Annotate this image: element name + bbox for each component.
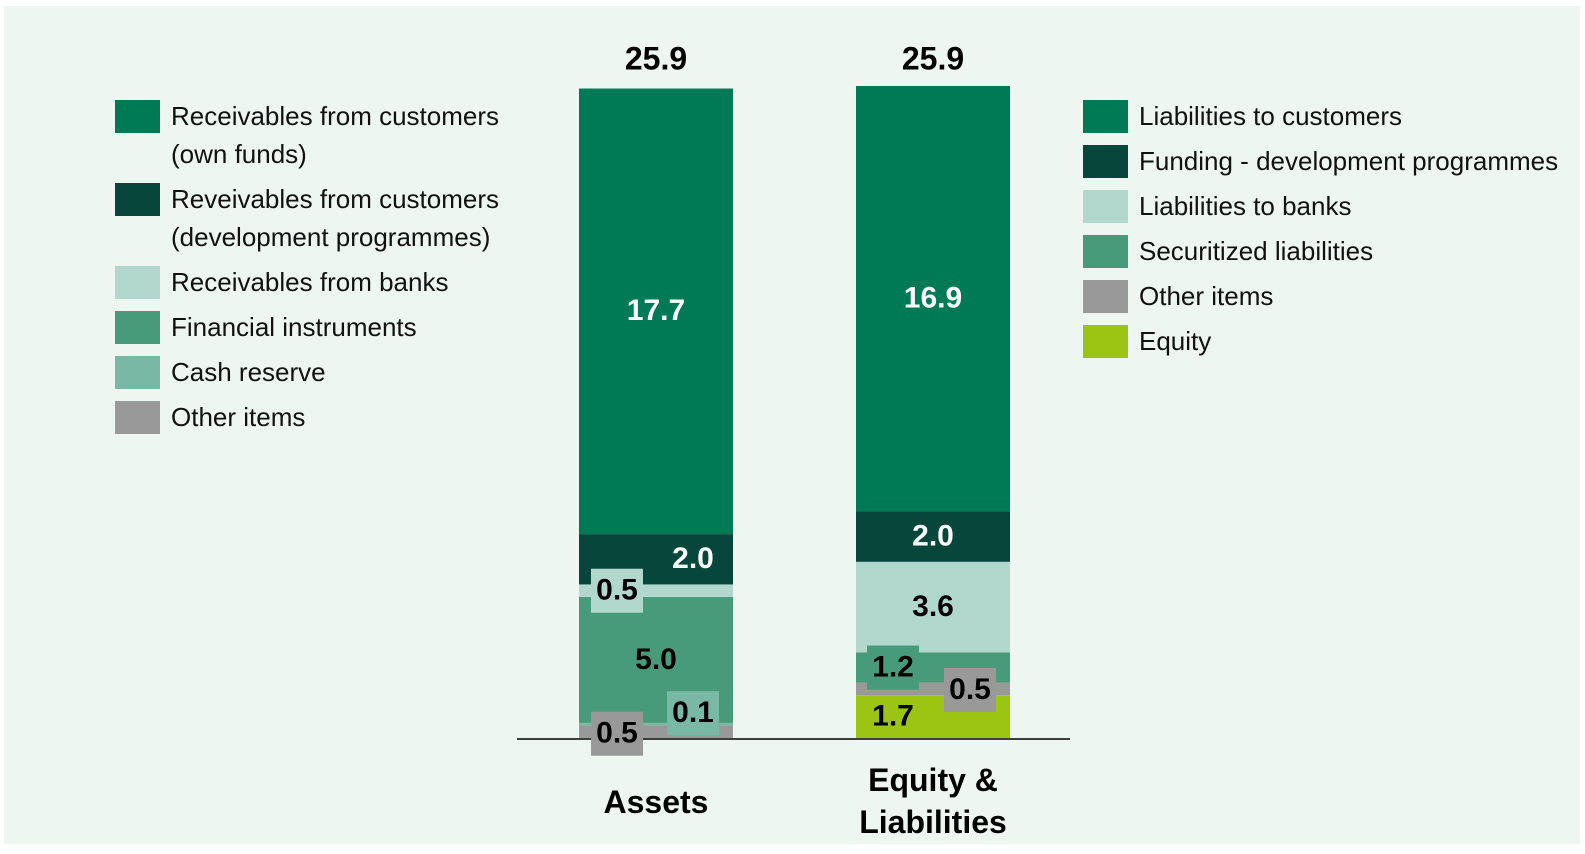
total-label: 25.9 xyxy=(902,40,964,76)
legend-swatch xyxy=(115,356,160,389)
legend-item: Liabilities to customers xyxy=(1083,100,1558,135)
legend-swatch xyxy=(115,311,160,344)
value-label: 0.5 xyxy=(596,574,638,607)
legend-item: Other items xyxy=(115,401,516,436)
legend-label: Equity xyxy=(1139,326,1212,356)
legend-swatch xyxy=(1083,190,1128,223)
legend-item: Funding - development programmes xyxy=(1083,145,1558,180)
legend-swatch xyxy=(1083,280,1128,313)
legend-label: Cash reserve xyxy=(171,357,326,387)
legend-swatch xyxy=(115,183,160,216)
legend-swatch xyxy=(1083,145,1128,178)
legend-item: Reveivables from customers (development … xyxy=(115,183,516,256)
legend-swatch xyxy=(1083,325,1128,358)
bar-segment xyxy=(856,511,1010,562)
legend-label: Liabilities to customers xyxy=(1139,101,1402,131)
label-box xyxy=(591,568,643,613)
legend-item: Liabilities to banks xyxy=(1083,190,1558,225)
category-label: Assets xyxy=(603,784,709,820)
legend-item: Receivables from customers (own funds) xyxy=(115,100,516,173)
legend-label: Other items xyxy=(171,402,306,432)
value-label: 0.1 xyxy=(672,696,714,729)
label-box xyxy=(944,667,996,712)
value-label: 1.7 xyxy=(872,700,914,733)
value-label: 0.5 xyxy=(596,717,638,750)
value-label: 16.9 xyxy=(904,282,962,315)
category-label: Equity & Liabilities xyxy=(859,762,1007,840)
bar-segment xyxy=(856,561,1010,653)
legend-label: Funding - development programmes xyxy=(1139,146,1559,176)
legend-item: Financial instruments xyxy=(115,311,516,346)
value-label: 2.0 xyxy=(672,542,714,575)
legend-label: Securitized liabilities xyxy=(1139,236,1374,266)
legend-label: Other items xyxy=(1139,281,1274,311)
label-box xyxy=(591,711,643,756)
value-label: 2.0 xyxy=(912,520,954,553)
legend-label: Reveivables from customers (development … xyxy=(171,184,499,252)
bar-segment xyxy=(579,88,733,535)
background xyxy=(4,6,1580,844)
value-label: 5.0 xyxy=(635,643,677,676)
total-label: 25.9 xyxy=(625,40,687,76)
value-label: 17.7 xyxy=(627,294,685,327)
legend-swatch xyxy=(115,100,160,133)
bar-segment xyxy=(579,722,733,726)
value-label: 1.2 xyxy=(872,650,914,683)
legend-item: Receivables from banks xyxy=(115,266,516,301)
bar-segment xyxy=(856,86,1010,512)
legend-swatch xyxy=(115,401,160,434)
legend-label: Liabilities to banks xyxy=(1139,191,1352,221)
label-box xyxy=(867,645,919,690)
legend-item: Other items xyxy=(1083,280,1558,315)
value-label: 0.5 xyxy=(949,673,991,706)
legend-swatch xyxy=(1083,100,1128,133)
label-box xyxy=(667,691,719,736)
legend-label: Receivables from banks xyxy=(171,267,449,297)
legend-label: Receivables from customers (own funds) xyxy=(171,101,499,169)
legend-item: Securitized liabilities xyxy=(1083,235,1558,270)
legend: Liabilities to customers Funding - develo… xyxy=(1083,100,1558,360)
legend-item: Equity xyxy=(1083,325,1558,360)
legend-swatch xyxy=(1083,235,1128,268)
legend-item: Cash reserve xyxy=(115,356,516,391)
value-label: 3.6 xyxy=(912,590,954,623)
legend: Receivables from customers (own funds) Re… xyxy=(115,100,516,436)
legend-label: Financial instruments xyxy=(171,312,417,342)
legend-swatch xyxy=(115,266,160,299)
